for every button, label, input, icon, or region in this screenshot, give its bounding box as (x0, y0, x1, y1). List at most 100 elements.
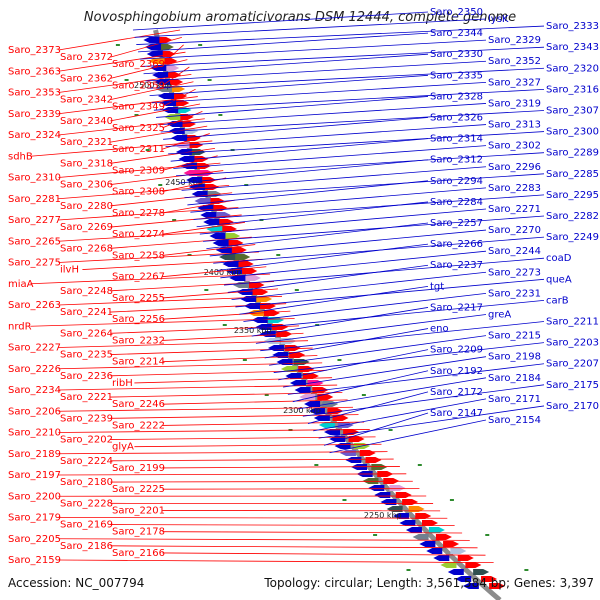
gene-label[interactable]: Saro_2363 (8, 66, 61, 77)
gene-label[interactable]: Saro_2154 (488, 415, 541, 426)
gene-label[interactable]: Saro_2179 (8, 513, 61, 524)
gene-label[interactable]: carB (546, 295, 569, 306)
gene-label[interactable]: Saro_2217 (430, 302, 483, 313)
gene-label[interactable]: Saro_2359 (112, 80, 165, 91)
gene-label[interactable]: Saro_2224 (60, 456, 113, 467)
gene-label[interactable]: Saro_2295 (546, 190, 599, 201)
gene-label[interactable]: Saro_2350 (430, 7, 483, 18)
gene-label[interactable]: Saro_2205 (8, 534, 61, 545)
gene-label[interactable]: Saro_2211 (546, 317, 599, 328)
gene-label[interactable]: Saro_2232 (112, 335, 165, 346)
gene-label[interactable]: Saro_2210 (8, 428, 61, 439)
gene-label[interactable]: Saro_2202 (60, 435, 113, 446)
gene-label[interactable]: miaA (8, 279, 34, 290)
gene-label[interactable]: Saro_2329 (488, 35, 541, 46)
gene-label[interactable]: Saro_2310 (8, 173, 61, 184)
gene-label[interactable]: Saro_2265 (8, 236, 61, 247)
gene-label[interactable]: Saro_2264 (60, 328, 113, 339)
gene-label[interactable]: Saro_2313 (488, 120, 541, 131)
gene-label[interactable]: eno (430, 324, 449, 335)
gene-label[interactable]: Saro_2237 (430, 260, 483, 271)
gene-label[interactable]: Saro_2239 (60, 413, 113, 424)
gene-label[interactable]: Saro_2340 (60, 116, 113, 127)
gene-label[interactable]: Saro_2256 (112, 314, 165, 325)
gene-label[interactable]: Saro_2171 (488, 394, 541, 405)
gene-label[interactable]: Saro_2330 (430, 49, 483, 60)
gene-label[interactable]: Saro_2228 (60, 498, 113, 509)
gene-label[interactable]: Saro_2227 (8, 343, 61, 354)
gene-label[interactable]: Saro_2320 (546, 63, 599, 74)
gene-label[interactable]: Saro_2226 (8, 364, 61, 375)
gene-label[interactable]: Saro_2180 (60, 477, 113, 488)
gene-label[interactable]: coaD (546, 253, 572, 264)
gene-label[interactable]: Saro_2236 (60, 371, 113, 382)
gene-label[interactable]: Saro_2271 (488, 204, 541, 215)
gene-label[interactable]: ilvH (60, 265, 79, 276)
gene-label[interactable]: Saro_2308 (112, 187, 165, 198)
gene-label[interactable]: Saro_2231 (488, 288, 541, 299)
gene-label[interactable]: Saro_2159 (8, 555, 61, 566)
gene-label[interactable]: Saro_2246 (112, 399, 165, 410)
gene-label[interactable]: Saro_2203 (546, 338, 599, 349)
gene-label[interactable]: Saro_2170 (546, 401, 599, 412)
gene-label[interactable]: greA (488, 309, 511, 320)
gene-label[interactable]: Saro_2172 (430, 387, 483, 398)
gene-label[interactable]: Saro_2192 (430, 366, 483, 377)
gene-label[interactable]: Saro_2258 (112, 250, 165, 261)
gene-label[interactable]: Saro_2335 (430, 70, 483, 81)
gene-label[interactable]: Saro_2312 (430, 155, 483, 166)
gene-label[interactable]: queA (546, 274, 572, 285)
gene-label[interactable]: Saro_2300 (546, 127, 599, 138)
gene-label[interactable]: Saro_2328 (430, 91, 483, 102)
gene-label[interactable]: Saro_2342 (60, 95, 113, 106)
gene-label[interactable]: Saro_2169 (60, 520, 113, 531)
gene-label[interactable]: Saro_2321 (60, 137, 113, 148)
gene-label[interactable]: Saro_2339 (8, 109, 61, 120)
gene-label[interactable]: Saro_2270 (488, 225, 541, 236)
gene-label[interactable]: Saro_2207 (546, 359, 599, 370)
gene-label[interactable]: Saro_2249 (546, 232, 599, 243)
gene-label[interactable]: Saro_2266 (430, 239, 483, 250)
gene-label[interactable]: Saro_2309 (112, 165, 165, 176)
gene-label[interactable]: Saro_2282 (546, 211, 599, 222)
gene-label[interactable]: Saro_2178 (112, 527, 165, 538)
gene-label[interactable]: Saro_2186 (60, 541, 113, 552)
gene-label[interactable]: glyA (112, 442, 134, 453)
gene-label[interactable]: Saro_2311 (112, 144, 165, 155)
gene-label[interactable]: Saro_2214 (112, 357, 165, 368)
gene-label[interactable]: Saro_2327 (488, 77, 541, 88)
gene-label[interactable]: Saro_2296 (488, 162, 541, 173)
gene-label[interactable]: Saro_2268 (60, 243, 113, 254)
gene-label[interactable]: Saro_2333 (546, 21, 599, 32)
gene-label[interactable]: Saro_2206 (8, 406, 61, 417)
gene-label[interactable]: Saro_2369 (112, 59, 165, 70)
gene-label[interactable]: Saro_2343 (546, 42, 599, 53)
gene-label[interactable]: Saro_2284 (430, 197, 483, 208)
gene-label[interactable]: Saro_2318 (60, 158, 113, 169)
gene-label[interactable]: Saro_2255 (112, 293, 165, 304)
gene-label[interactable]: Saro_2352 (488, 56, 541, 67)
gene-label[interactable]: Saro_2285 (546, 169, 599, 180)
gene-label[interactable]: Saro_2326 (430, 113, 483, 124)
gene-label[interactable]: Saro_2175 (546, 380, 599, 391)
gene-label[interactable]: Saro_2248 (60, 286, 113, 297)
gene-label[interactable]: Saro_2147 (430, 408, 483, 419)
gene-label[interactable]: Saro_2200 (8, 491, 61, 502)
gene-label[interactable]: Saro_2325 (112, 123, 165, 134)
gene-label[interactable]: Saro_2269 (60, 222, 113, 233)
gene-label[interactable]: Saro_2274 (112, 229, 165, 240)
gene-label[interactable]: Saro_2225 (112, 484, 165, 495)
gene-label[interactable]: Saro_2277 (8, 215, 61, 226)
gene-label[interactable]: Saro_2307 (546, 105, 599, 116)
gene-label[interactable]: Saro_2324 (8, 130, 61, 141)
gene-label[interactable]: Saro_2209 (430, 345, 483, 356)
gene-label[interactable]: Saro_2235 (60, 350, 113, 361)
gene-label[interactable]: Saro_2241 (60, 307, 113, 318)
gene-label[interactable]: Saro_2197 (8, 470, 61, 481)
gene-label[interactable]: lysK (488, 14, 509, 25)
gene-label[interactable]: Saro_2344 (430, 28, 483, 39)
gene-label[interactable]: Saro_2289 (546, 148, 599, 159)
gene-label[interactable]: Saro_2362 (60, 73, 113, 84)
gene-label[interactable]: Saro_2189 (8, 449, 61, 460)
gene-label[interactable]: Saro_2314 (430, 134, 483, 145)
